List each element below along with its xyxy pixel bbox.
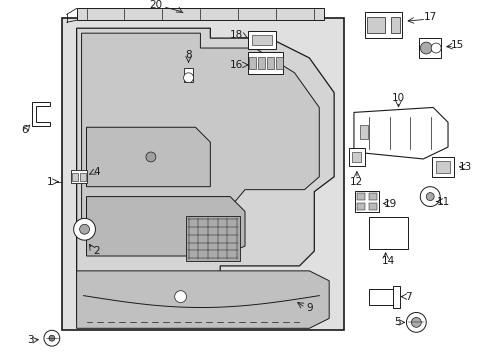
Polygon shape [77, 28, 333, 320]
Bar [251, 35, 271, 45]
Text: 13: 13 [458, 162, 471, 172]
Text: 9: 9 [305, 303, 312, 314]
Bar [248, 52, 283, 74]
Polygon shape [86, 127, 210, 187]
Text: 7: 7 [404, 292, 411, 302]
Bar [267, 57, 274, 69]
Polygon shape [86, 197, 244, 256]
Bar [368, 217, 407, 249]
Bar [356, 203, 364, 210]
Text: 5: 5 [393, 318, 400, 327]
Circle shape [183, 73, 193, 83]
Circle shape [426, 193, 433, 201]
Circle shape [80, 224, 89, 234]
Bar [366, 17, 384, 33]
Text: 18: 18 [229, 30, 242, 40]
Bar [276, 57, 283, 69]
Circle shape [44, 330, 60, 346]
Polygon shape [353, 107, 447, 159]
Bar [258, 57, 265, 69]
Circle shape [74, 219, 95, 240]
Bar [431, 157, 453, 177]
Text: 4: 4 [93, 167, 100, 177]
Bar [368, 193, 376, 200]
Text: 1: 1 [46, 177, 53, 187]
Bar [61, 18, 344, 330]
Bar [392, 286, 400, 307]
Circle shape [49, 335, 55, 341]
Bar [71, 170, 86, 183]
Text: 12: 12 [349, 177, 363, 187]
Bar [348, 148, 364, 166]
Bar [352, 152, 361, 162]
Bar [247, 31, 275, 49]
Bar [354, 191, 378, 212]
Text: 15: 15 [450, 40, 464, 50]
Bar [72, 173, 78, 181]
Text: 14: 14 [381, 256, 394, 266]
Bar [77, 8, 324, 20]
Text: 6: 6 [21, 125, 27, 135]
Polygon shape [77, 271, 328, 328]
Text: 17: 17 [423, 12, 436, 22]
Text: 2: 2 [93, 246, 100, 256]
Text: 3: 3 [27, 335, 33, 345]
Bar [364, 12, 402, 38]
Bar [359, 125, 367, 139]
Bar [368, 203, 376, 210]
Bar [435, 161, 449, 173]
Bar [183, 68, 193, 82]
Text: 20: 20 [149, 0, 162, 10]
Circle shape [419, 187, 439, 207]
Circle shape [145, 152, 156, 162]
Text: 19: 19 [383, 198, 396, 208]
Bar [418, 38, 440, 58]
Polygon shape [81, 33, 319, 231]
Bar [390, 17, 400, 33]
Polygon shape [32, 103, 50, 126]
Text: 16: 16 [229, 60, 242, 70]
Circle shape [419, 42, 431, 54]
Circle shape [430, 43, 440, 53]
Bar [356, 193, 364, 200]
Text: 8: 8 [185, 50, 191, 60]
Bar [185, 216, 240, 261]
Circle shape [406, 312, 426, 332]
Bar [249, 57, 256, 69]
Circle shape [410, 318, 421, 327]
Bar [80, 173, 85, 181]
Circle shape [174, 291, 186, 302]
Text: 10: 10 [391, 93, 404, 103]
Text: 11: 11 [436, 197, 449, 207]
Bar [368, 289, 394, 305]
